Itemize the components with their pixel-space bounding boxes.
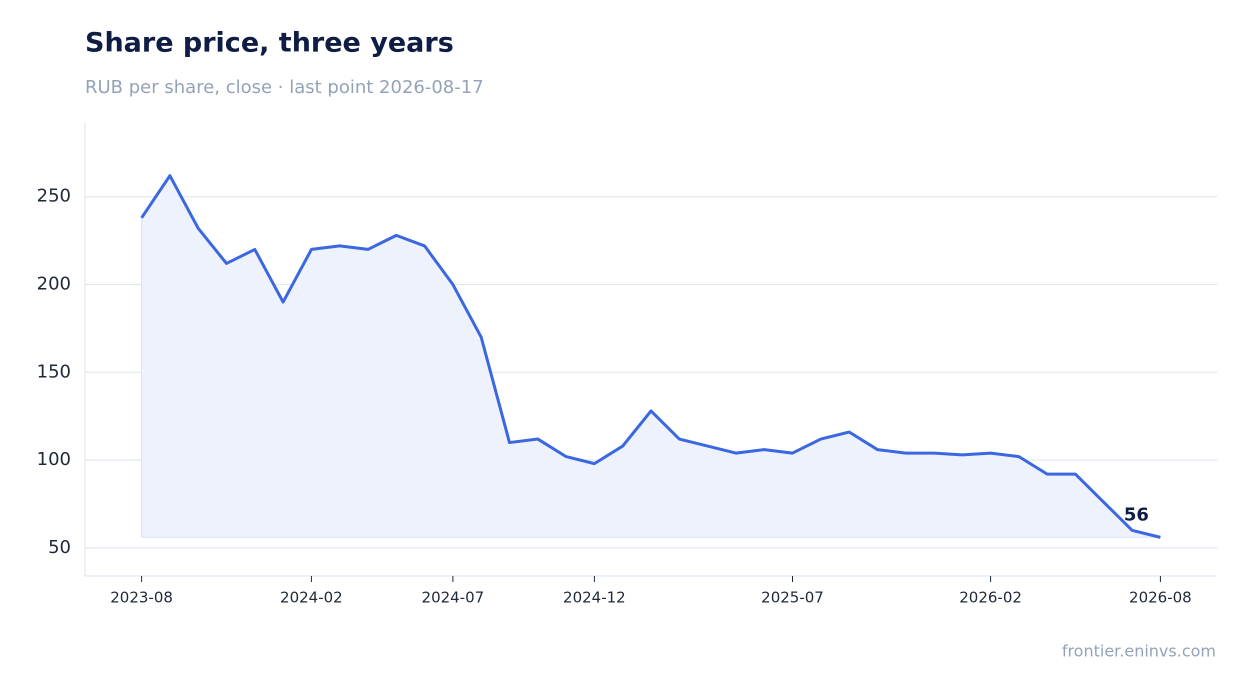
chart-title: Share price, three years (85, 28, 454, 59)
x-tick-label: 2023-08 (110, 589, 173, 607)
source: frontier.eninvs.com (1062, 642, 1216, 661)
x-tick-label: 2025-07 (761, 589, 824, 607)
x-tick-label: 2024-02 (280, 589, 343, 607)
area (141, 174, 1161, 538)
x-tick-label: 2026-08 (1129, 589, 1192, 607)
y-tick-label: 150 (37, 361, 71, 382)
x-tick-label: 2026-02 (959, 589, 1022, 607)
x-tick-label: 2024-12 (563, 589, 626, 607)
y-tick-label: 100 (37, 449, 71, 470)
chart-subtitle: RUB per share, close · last point 2026-0… (85, 77, 484, 98)
y-tick-label: 50 (48, 537, 71, 558)
x-tick-label: 2024-07 (422, 589, 485, 607)
last-value-label: 56 (1124, 504, 1149, 525)
line (140, 174, 1161, 539)
y-tick-label: 200 (37, 274, 71, 295)
y-tick-label: 250 (37, 186, 71, 207)
